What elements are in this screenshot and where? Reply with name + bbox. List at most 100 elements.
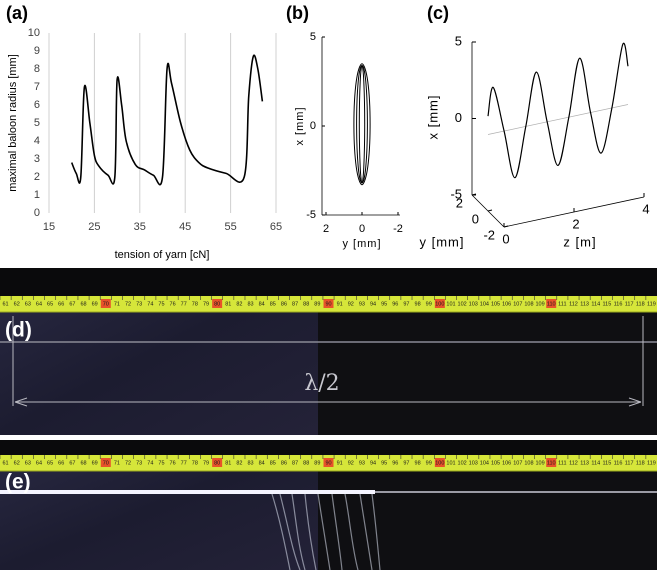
x-tick-label: 4 — [642, 201, 649, 216]
x-tick-label: 2 — [323, 223, 329, 235]
panel-label: (b) — [286, 3, 309, 23]
panel-label: (d) — [5, 319, 32, 342]
y-tick-label: 7 — [34, 81, 40, 93]
y-axis-label: x [mm] — [294, 107, 306, 146]
ruler-label: 89 — [314, 460, 320, 466]
ruler-label: 70 — [103, 460, 109, 466]
ruler-label: 103 — [469, 301, 478, 307]
ruler-label: 78 — [192, 301, 198, 307]
ruler-label: 111 — [558, 301, 566, 307]
annotation: λ/2 — [304, 371, 339, 396]
panel-label: (c) — [427, 3, 449, 23]
ruler-label: 61 — [3, 301, 9, 307]
y-tick-label: 8 — [34, 63, 40, 75]
x-tick-label: 35 — [134, 221, 146, 233]
ruler-label: 79 — [203, 460, 209, 466]
ruler-label: 105 — [491, 301, 500, 307]
ruler-mark — [212, 299, 223, 308]
ruler-mark — [323, 458, 334, 467]
ruler-label: 112 — [569, 301, 578, 307]
photo-top — [0, 440, 657, 455]
ruler-label: 76 — [170, 460, 176, 466]
ruler-label: 106 — [502, 301, 511, 307]
ruler-label: 78 — [192, 460, 198, 466]
arrowheads — [14, 397, 642, 407]
ruler-label: 81 — [225, 460, 231, 466]
y-tick-label: 10 — [28, 27, 40, 39]
ruler-label: 102 — [458, 460, 467, 466]
tick-mark — [503, 225, 509, 228]
ruler-label: 68 — [80, 301, 86, 307]
ruler-label: 109 — [535, 301, 544, 307]
ruler-label: 88 — [303, 460, 309, 466]
ruler-label: 87 — [292, 460, 298, 466]
ruler-label: 68 — [80, 460, 86, 466]
depth-tick-label: -2 — [483, 227, 495, 242]
ruler-label: 110 — [547, 301, 556, 307]
ruler-label: 117 — [625, 301, 634, 307]
ruler-label: 74 — [147, 460, 153, 466]
ruler-label: 82 — [236, 301, 242, 307]
depth-tick-label: 2 — [456, 195, 463, 210]
ruler-label: 71 — [114, 301, 120, 307]
ruler-label: 73 — [136, 460, 142, 466]
ruler-label: 114 — [591, 301, 600, 307]
ruler-label: 63 — [25, 301, 31, 307]
y-tick-label: 6 — [34, 99, 40, 111]
ruler-label: 112 — [569, 460, 578, 466]
panel-label: (a) — [6, 3, 28, 23]
ruler-mark — [212, 458, 223, 467]
ruler-label: 110 — [547, 460, 556, 466]
y-tick-label: 1 — [34, 189, 40, 201]
ruler-label: 71 — [114, 460, 120, 466]
photo-d: λ/2 (d) — [0, 268, 657, 435]
ruler-label: 113 — [580, 460, 589, 466]
ruler-label: 69 — [92, 301, 98, 307]
ruler-label: 67 — [69, 301, 75, 307]
ruler-label: 90 — [325, 301, 331, 307]
ruler-label: 77 — [181, 460, 187, 466]
y-tick-label: 4 — [34, 135, 40, 147]
y-axis-label: x [mm] — [425, 95, 440, 140]
ruler: 61 62 63 64 65 66 67 68 69 70 71 72 73 74 75 76 77 78 79 80… — [0, 455, 657, 472]
y-tick-label: 9 — [34, 45, 40, 57]
ruler-label: 119 — [647, 460, 656, 466]
x-tick-label: 0 — [359, 223, 365, 235]
ruler-mark — [546, 299, 557, 308]
x-tick-label: -2 — [393, 223, 403, 235]
ruler-label: 62 — [14, 460, 20, 466]
x-tick-label: 15 — [43, 221, 55, 233]
y-tick-label: -5 — [450, 186, 462, 201]
ruler-label: 92 — [348, 301, 354, 307]
ruler-label: 107 — [513, 301, 522, 307]
ruler-label: 93 — [359, 460, 365, 466]
ruler-label: 115 — [602, 460, 611, 466]
ruler-label: 95 — [381, 460, 387, 466]
photo-top — [0, 268, 657, 296]
ruler-label: 81 — [225, 301, 231, 307]
ruler-label: 111 — [558, 460, 566, 466]
ruler-label: 86 — [281, 460, 287, 466]
ruler-label: 83 — [247, 301, 253, 307]
ruler-label: 84 — [259, 301, 265, 307]
x-tick-label: 65 — [270, 221, 282, 233]
ruler-label: 94 — [370, 460, 376, 466]
data-line — [70, 54, 264, 186]
x-axis-label: y [mm] — [343, 238, 382, 250]
ruler-label: 74 — [147, 301, 153, 307]
ruler-label: 66 — [58, 460, 64, 466]
y-tick-label: -5 — [306, 209, 316, 221]
panel-label: (e) — [5, 471, 31, 494]
ruler-mark — [434, 458, 445, 467]
ruler-label: 64 — [36, 301, 42, 307]
ruler-label: 103 — [469, 460, 478, 466]
ruler-label: 117 — [625, 460, 634, 466]
ruler-label: 73 — [136, 301, 142, 307]
ruler-label: 101 — [446, 460, 455, 466]
ruler-label: 63 — [25, 460, 31, 466]
x-tick-label: 25 — [88, 221, 100, 233]
ruler-label: 100 — [435, 460, 444, 466]
data-loop — [358, 64, 366, 184]
y-tick-label: 5 — [455, 33, 462, 48]
ruler-label: 82 — [236, 460, 242, 466]
